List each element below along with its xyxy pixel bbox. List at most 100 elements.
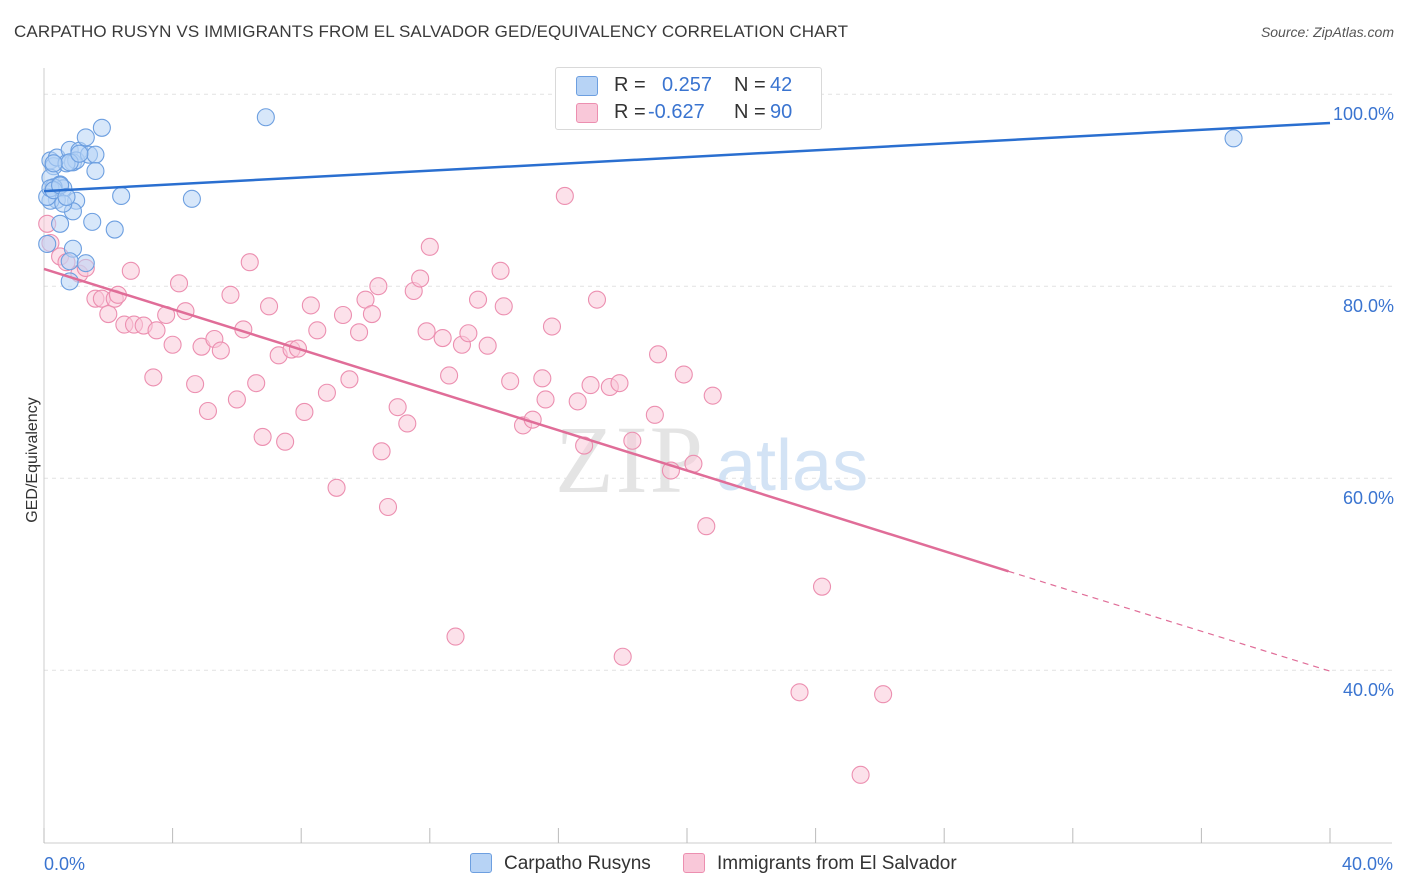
- data-point: [555, 186, 574, 206]
- data-point: [568, 392, 587, 411]
- blue-swatch: [576, 76, 598, 96]
- data-point: [645, 405, 664, 424]
- data-point: [440, 366, 459, 385]
- data-point: [874, 685, 893, 704]
- data-point: [147, 321, 166, 340]
- data-point: [327, 478, 346, 497]
- data-point: [388, 398, 407, 417]
- data-point: [703, 386, 722, 405]
- chart-title: CARPATHO RUSYN VS IMMIGRANTS FROM EL SAL…: [14, 22, 849, 41]
- data-point: [674, 365, 693, 384]
- data-point: [433, 328, 452, 348]
- chart-source: Source: ZipAtlas.com: [1260, 24, 1394, 40]
- data-point: [247, 374, 266, 393]
- data-point: [333, 305, 353, 325]
- data-point: [60, 252, 79, 271]
- data-point: [417, 322, 436, 341]
- data-point: [70, 144, 89, 163]
- data-point: [308, 321, 327, 340]
- data-point: [411, 269, 430, 288]
- data-point: [446, 627, 465, 646]
- legend-label: Carpatho Rusyns: [504, 853, 651, 874]
- r-value: -0.627: [648, 101, 705, 123]
- pink-swatch: [683, 853, 705, 873]
- data-point: [812, 577, 832, 596]
- data-point: [501, 372, 520, 391]
- data-point: [227, 390, 246, 409]
- y-tick-label: 100.0%: [1333, 104, 1394, 124]
- y-axis-label: GED/Equivalency: [24, 397, 41, 522]
- data-point: [276, 432, 295, 451]
- data-point: [587, 290, 607, 309]
- x-tick-label: 0.0%: [44, 854, 85, 874]
- trend-line-immigrants-el-salvador: [43, 267, 1009, 573]
- data-point: [649, 345, 668, 364]
- data-point: [697, 517, 716, 536]
- data-point: [76, 128, 95, 147]
- data-point: [57, 187, 76, 206]
- y-tick-label: 60.0%: [1343, 488, 1394, 508]
- data-point: [790, 683, 809, 702]
- stats-row-carpatho-rusyns: R = 0.257 N = 42: [556, 72, 821, 100]
- data-point: [362, 304, 381, 324]
- data-point: [623, 431, 642, 450]
- data-point: [186, 375, 205, 394]
- data-point: [198, 401, 218, 421]
- r-label: R =: [614, 101, 646, 123]
- data-point: [51, 214, 70, 233]
- series-immigrants-el-salvador-points: [38, 186, 893, 784]
- data-point: [44, 154, 63, 173]
- data-point: [83, 212, 102, 231]
- y-tick-label: 80.0%: [1343, 296, 1394, 316]
- axes: [43, 68, 1392, 844]
- data-point: [369, 277, 388, 296]
- data-point: [542, 317, 562, 336]
- n-value: 90: [770, 101, 793, 123]
- data-point: [372, 442, 391, 461]
- y-tick-label: 40.0%: [1343, 680, 1394, 700]
- data-point: [613, 647, 632, 666]
- series-carpatho-rusyns-points: [38, 108, 1243, 291]
- stats-legend: R = 0.257 N = 42 R = -0.627 N = 90: [555, 67, 822, 130]
- data-point: [494, 297, 513, 316]
- data-point: [459, 324, 478, 343]
- x-tick-label: 40.0%: [1342, 854, 1393, 874]
- n-label: N =: [734, 74, 766, 96]
- data-point: [420, 237, 439, 256]
- data-point: [92, 118, 111, 137]
- trend-line-carpatho-rusyns: [43, 121, 1331, 193]
- data-point: [301, 296, 320, 315]
- data-point: [851, 765, 870, 784]
- data-point: [253, 427, 272, 446]
- stats-row-immigrants-el-salvador: R = -0.627 N = 90: [556, 99, 821, 127]
- data-point: [163, 335, 182, 354]
- data-point: [533, 369, 552, 388]
- blue-swatch: [470, 853, 492, 873]
- data-point: [121, 261, 140, 280]
- data-point: [240, 253, 259, 272]
- watermark-atlas: atlas: [716, 426, 868, 506]
- data-point: [112, 186, 131, 206]
- grid-lines: [44, 93, 1392, 671]
- data-point: [468, 290, 488, 309]
- data-point: [478, 336, 497, 355]
- data-point: [378, 497, 398, 517]
- data-point: [317, 383, 336, 402]
- data-point: [144, 368, 163, 387]
- trend-line-extension: [1008, 570, 1331, 672]
- data-point: [86, 161, 105, 181]
- axis-labels: 40.0% 60.0% 80.0% 100.0% 0.0% 40.0% GED/Equiva…: [24, 104, 1394, 874]
- data-point: [86, 145, 105, 164]
- data-point: [211, 341, 230, 360]
- data-point: [38, 234, 57, 254]
- data-point: [169, 274, 189, 293]
- data-point: [398, 414, 417, 433]
- data-point: [340, 370, 359, 389]
- n-label: N =: [734, 101, 766, 123]
- pink-swatch: [576, 103, 598, 123]
- data-point: [491, 261, 510, 280]
- watermark-zip: ZIP: [555, 406, 705, 513]
- trend-lines: [43, 121, 1331, 672]
- data-point: [182, 189, 201, 208]
- data-point: [99, 304, 118, 324]
